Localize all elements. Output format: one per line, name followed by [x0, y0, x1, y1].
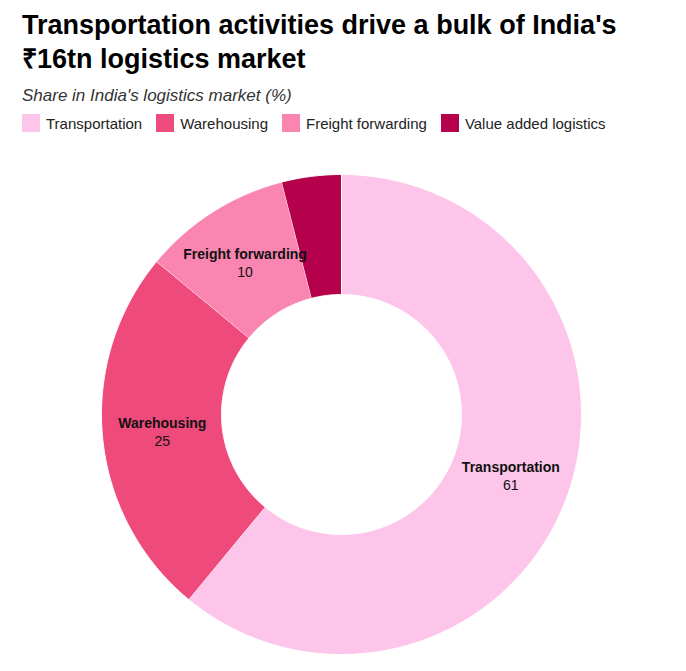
- svg-text:Freight forwarding: Freight forwarding: [183, 246, 307, 262]
- html-text:Share in India's logistics mar: Share in India's logistics market (%): [22, 86, 292, 105]
- svg-text:Transportation: Transportation: [462, 459, 560, 475]
- html-text:Value added logistics: Value added logistics: [464, 114, 606, 132]
- svg-text:61: 61: [503, 477, 519, 493]
- svg-text:10: 10: [237, 264, 253, 280]
- html-text:Warehousing: Warehousing: [180, 114, 268, 132]
- svg-text:Warehousing: Warehousing: [118, 415, 206, 431]
- html-text:Transportation: Transportation: [46, 114, 143, 132]
- html-text:Transportation activities driv: Transportation activities drive a bulk o…: [22, 10, 617, 74]
- html-text:Freight forwarding: Freight forwarding: [306, 114, 427, 132]
- svg-text:25: 25: [155, 433, 171, 449]
